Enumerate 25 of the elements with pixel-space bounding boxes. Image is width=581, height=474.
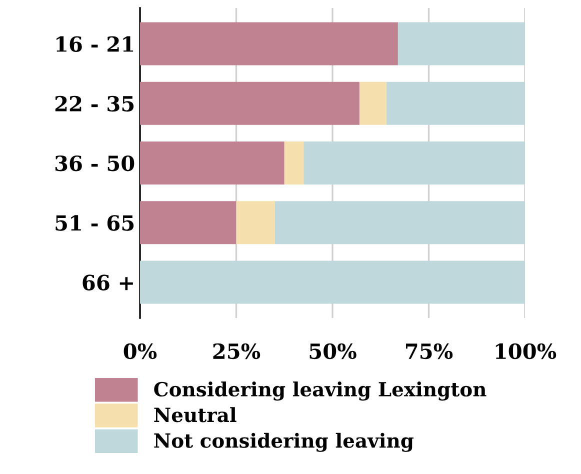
y-tick-label: 36 - 50 <box>55 155 134 172</box>
bar <box>359 82 386 125</box>
bar <box>140 82 360 125</box>
x-tick-label: 50% <box>310 343 356 360</box>
x-tick-label: 25% <box>213 343 260 360</box>
y-tick-label: 22 - 35 <box>55 96 134 112</box>
bar <box>274 201 525 244</box>
y-tick-label: 16 - 21 <box>56 36 134 52</box>
x-tick-label: 0% <box>124 343 157 360</box>
legend-label: Not considering leaving <box>154 432 414 452</box>
bar <box>398 22 525 66</box>
y-tick-label: 51 - 65 <box>56 215 134 231</box>
legend-label: Considering leaving Lexington <box>154 382 486 401</box>
x-tick-label: 100% <box>496 343 556 360</box>
y-tick-label: 66 + <box>82 274 133 290</box>
bar <box>386 82 525 125</box>
bar <box>140 142 284 184</box>
x-tick-label: 75% <box>406 343 453 360</box>
bar <box>304 142 525 184</box>
bar <box>140 260 525 304</box>
bar <box>140 201 236 244</box>
bar <box>284 142 304 184</box>
legend-label: Neutral <box>154 407 236 422</box>
bar <box>140 22 398 66</box>
bar <box>236 201 275 244</box>
